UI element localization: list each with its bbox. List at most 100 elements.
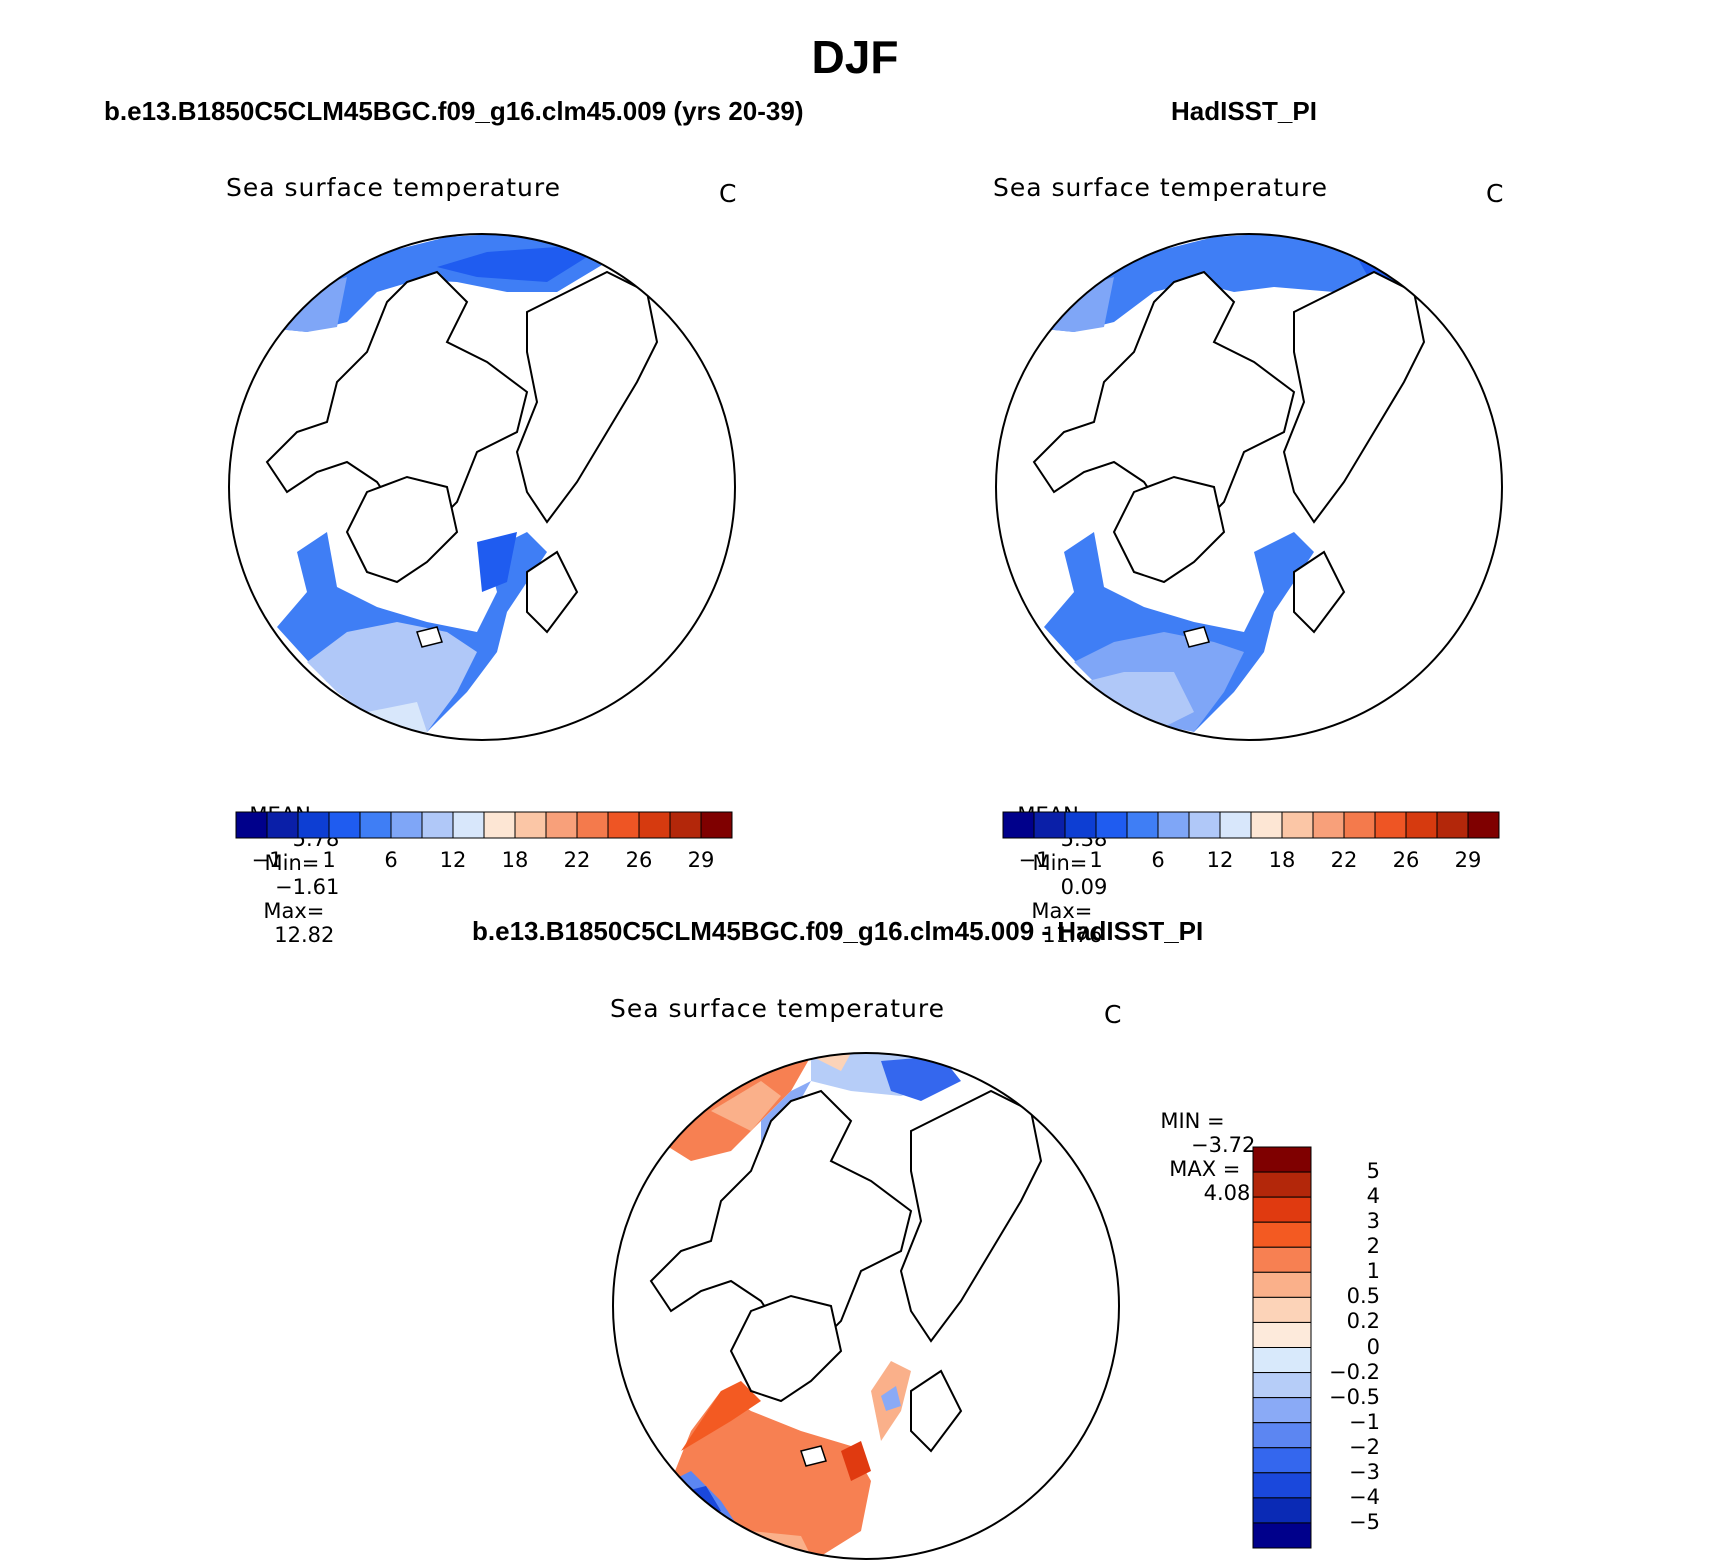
colorbar-tick-label: 0.5 xyxy=(1346,1284,1380,1309)
panel-2-min-value: 0.09 xyxy=(1060,875,1108,899)
colorbar-tick-label: 2 xyxy=(1366,1234,1380,1259)
colorbar-swatch xyxy=(1252,1246,1312,1273)
panel-3-variable-label: Sea surface temperature xyxy=(610,994,945,1023)
colorbar-swatch xyxy=(1250,811,1283,839)
colorbar-tick-label: 12 xyxy=(439,848,467,872)
colorbar-tick-label: 18 xyxy=(1268,848,1296,872)
colorbar-tick-label: 3 xyxy=(1366,1209,1380,1234)
colorbar-tick-label: −1 xyxy=(1349,1409,1380,1434)
colorbar-swatch xyxy=(1252,1372,1312,1399)
colorbar-tick-label: −3 xyxy=(1349,1459,1380,1484)
colorbar-tick-label: 12 xyxy=(1206,848,1234,872)
colorbar-swatch xyxy=(1343,811,1376,839)
colorbar-tick-label: 26 xyxy=(1392,848,1420,872)
panel-1-variable-label: Sea surface temperature xyxy=(226,173,561,202)
colorbar-tick-label: 5 xyxy=(1366,1159,1380,1184)
colorbar-swatch xyxy=(483,811,516,839)
colorbar-swatch xyxy=(1252,1397,1312,1424)
panel-1-title: b.e13.B1850C5CLM45BGC.f09_g16.clm45.009 … xyxy=(104,96,804,126)
colorbar-swatch xyxy=(1252,1296,1312,1323)
colorbar-swatch xyxy=(1252,1321,1312,1349)
colorbar-tick-label: 6 xyxy=(1151,848,1165,872)
colorbar-tick-label: 0.2 xyxy=(1346,1309,1380,1334)
colorbar-swatch xyxy=(1312,811,1345,839)
panel-2-colorbar xyxy=(1002,811,1500,839)
colorbar-swatch xyxy=(235,811,268,839)
colorbar-swatch xyxy=(1064,811,1097,839)
panel-2-units-label: C xyxy=(1486,179,1504,208)
colorbar-tick-label: −0.5 xyxy=(1329,1384,1380,1409)
colorbar-swatch xyxy=(1188,811,1221,839)
colorbar-swatch xyxy=(297,811,330,839)
colorbar-tick-label: 1 xyxy=(322,848,336,872)
colorbar-swatch xyxy=(1252,1447,1312,1474)
panel-2-colorbar-ticks: −1 1 6 12 18 22 26 29 xyxy=(1003,848,1499,874)
colorbar-swatch xyxy=(1374,811,1407,839)
colorbar-swatch xyxy=(514,811,547,839)
colorbar-swatch xyxy=(1405,811,1438,839)
colorbar-tick-label: 22 xyxy=(1330,848,1358,872)
panel-1-min-label: Min= xyxy=(264,851,320,875)
colorbar-swatch xyxy=(1436,811,1469,839)
colorbar-tick-label: 18 xyxy=(501,848,529,872)
colorbar-swatch xyxy=(1252,1422,1312,1449)
colorbar-swatch xyxy=(576,811,609,839)
panel-1-max-label: Max= xyxy=(263,899,325,923)
colorbar-swatch xyxy=(1252,1196,1312,1223)
colorbar-swatch xyxy=(390,811,423,839)
colorbar-swatch xyxy=(1252,1271,1312,1298)
colorbar-tick-label: 29 xyxy=(687,848,715,872)
colorbar-swatch xyxy=(607,811,640,839)
colorbar-swatch xyxy=(700,811,733,839)
colorbar-swatch xyxy=(1252,1497,1312,1524)
colorbar-swatch xyxy=(1252,1522,1312,1549)
panel-3-stats: MIN = −3.72 MAX = 4.08 xyxy=(1147,1085,1255,1205)
panel-1-max-value: 12.82 xyxy=(274,923,335,947)
colorbar-swatch xyxy=(328,811,361,839)
colorbar-swatch xyxy=(266,811,299,839)
colorbar-swatch xyxy=(1157,811,1190,839)
colorbar-swatch xyxy=(1252,1171,1312,1198)
colorbar-swatch xyxy=(1033,811,1066,839)
colorbar-tick-label: −2 xyxy=(1349,1434,1380,1459)
figure-title: DJF xyxy=(811,31,899,83)
colorbar-swatch xyxy=(1252,1221,1312,1248)
panel-2-max-label: Max= xyxy=(1031,899,1093,923)
colorbar-swatch xyxy=(452,811,485,839)
colorbar-tick-label: −0.2 xyxy=(1329,1359,1380,1384)
colorbar-tick-label: 26 xyxy=(625,848,653,872)
panel-2-max-value: 11.76 xyxy=(1042,923,1103,947)
colorbar-swatch xyxy=(1002,811,1035,839)
colorbar-tick-label: −4 xyxy=(1349,1484,1380,1509)
colorbar-swatch xyxy=(638,811,671,839)
colorbar-tick-label: 29 xyxy=(1454,848,1482,872)
panel-1-min-value: −1.61 xyxy=(275,875,340,899)
panel-3-max-label: MAX = xyxy=(1169,1157,1241,1181)
panel-3-title: b.e13.B1850C5CLM45BGC.f09_g16.clm45.009 … xyxy=(472,916,1204,946)
colorbar-tick-label: 0 xyxy=(1366,1334,1380,1359)
colorbar-swatch xyxy=(359,811,392,839)
colorbar-tick-label: −5 xyxy=(1349,1509,1380,1534)
panel-3-colorbar xyxy=(1252,1146,1312,1549)
panel-1-colorbar-ticks: −1 1 6 12 18 22 26 29 xyxy=(236,848,732,874)
panel-2-min-label: Min= xyxy=(1032,851,1088,875)
colorbar-tick-label: 4 xyxy=(1366,1184,1380,1209)
colorbar-swatch xyxy=(1281,811,1314,839)
panel-3-max-value: 4.08 xyxy=(1203,1181,1251,1205)
colorbar-swatch xyxy=(545,811,578,839)
colorbar-swatch xyxy=(1467,811,1500,839)
panel-3-min-label: MIN = xyxy=(1160,1109,1225,1133)
panel-3-colorbar-ticks: 5 4 3 2 1 0.5 0.2 0 −0.2 −0.5 −1 −2 −3 −4 −5 xyxy=(1318,1147,1388,1548)
panel-1-polar-map xyxy=(228,233,736,741)
colorbar-swatch xyxy=(421,811,454,839)
panel-2-variable-label: Sea surface temperature xyxy=(993,173,1328,202)
colorbar-swatch xyxy=(1252,1347,1312,1374)
colorbar-tick-label: 1 xyxy=(1366,1259,1380,1284)
colorbar-swatch xyxy=(1252,1472,1312,1499)
colorbar-swatch xyxy=(1219,811,1252,839)
colorbar-tick-label: 22 xyxy=(563,848,591,872)
panel-1-colorbar xyxy=(235,811,733,839)
panel-1-units-label: C xyxy=(719,179,737,208)
panel-2-title: HadISST_PI xyxy=(1171,96,1317,126)
colorbar-swatch xyxy=(669,811,702,839)
